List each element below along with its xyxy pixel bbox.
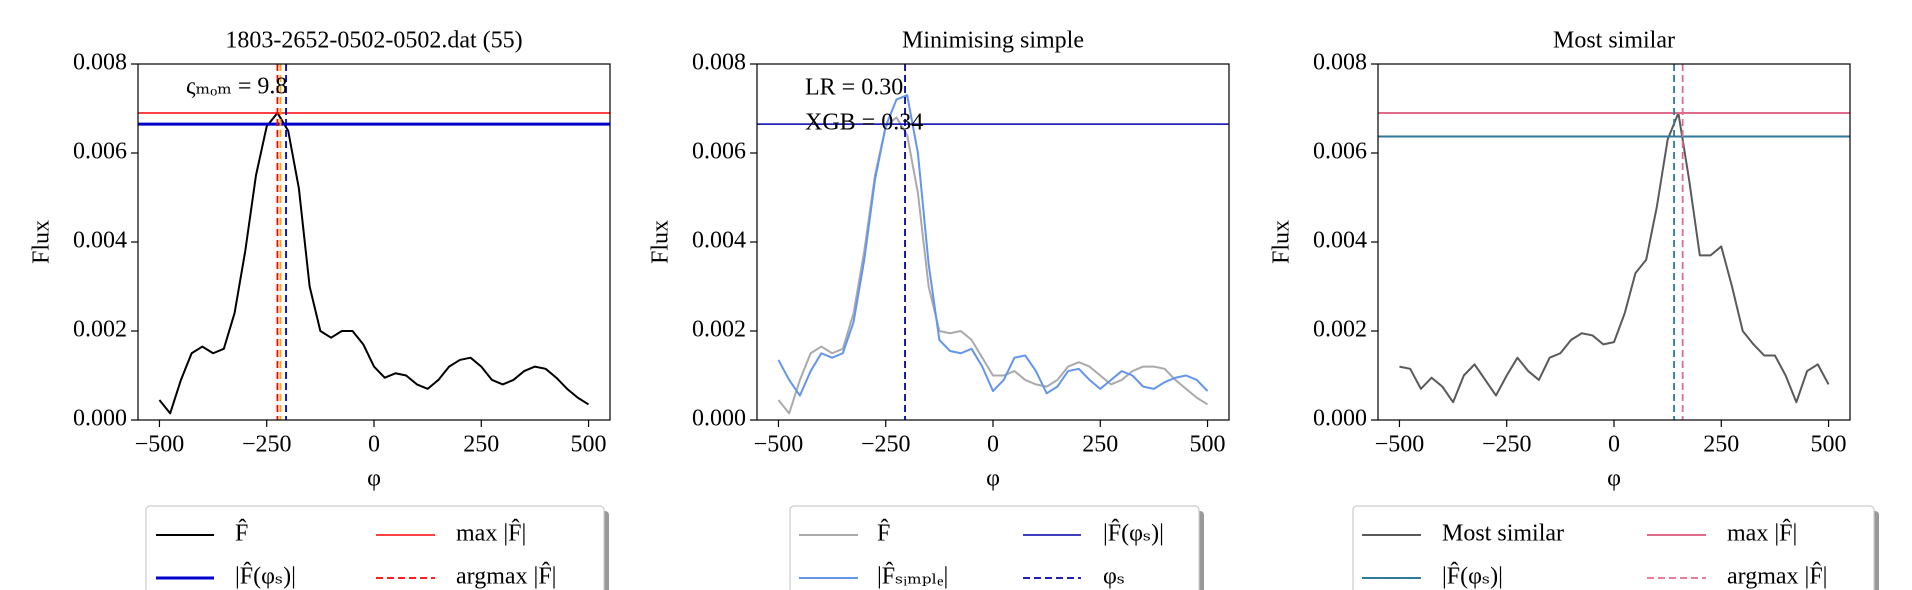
data-line [158, 111, 590, 415]
x-axis-label: φ [367, 466, 381, 492]
y-tick-label: 0.004 [1313, 228, 1367, 254]
axes-frame [1377, 63, 1851, 421]
y-tick-label: 0.006 [692, 139, 746, 165]
legend-label: |F̂(φₛ)| [1442, 562, 1503, 590]
legend-label: φₛ [1103, 564, 1125, 590]
x-tick-label: 0 [1608, 432, 1620, 458]
legend-label: |F̂(φₛ)| [235, 562, 296, 590]
x-tick-label: −250 [242, 432, 292, 458]
legend-label: argmax |F̂| [456, 562, 557, 590]
x-tick-label: 250 [1082, 432, 1118, 458]
x-tick-label: −250 [861, 432, 911, 458]
chart-title: Most similar [1553, 28, 1675, 54]
annotation: ςₘₒₘ = 9.8 [186, 74, 287, 100]
x-tick-label: 250 [463, 432, 499, 458]
y-tick-label: 0.004 [692, 228, 746, 254]
panel: Most similar φ Flux −500 −250 0 250 500 0.000 0.0… [1269, 28, 1879, 590]
data-line [777, 94, 1209, 397]
legend-label: max |F̂| [456, 519, 526, 547]
legend-frame [789, 505, 1200, 590]
panel: 1803-2652-0502-0502.dat (55) φ Flux −500 −25… [29, 28, 611, 590]
x-tick-label: 0 [368, 432, 380, 458]
legend-label: argmax |F̂| [1727, 562, 1828, 590]
y-tick-label: 0.000 [73, 406, 127, 432]
x-tick-label: 250 [1703, 432, 1739, 458]
legend-label: F̂ [877, 519, 890, 547]
y-tick-label: 0.008 [73, 50, 127, 76]
legend-frame [145, 505, 605, 590]
legend-label: |F̂ₛᵢₘₚₗₑ| [877, 562, 948, 590]
annotation: XGB = 0.34 [805, 110, 923, 136]
x-tick-label: −250 [1482, 432, 1532, 458]
y-axis-label: Flux [1269, 220, 1295, 264]
y-axis-label: Flux [29, 220, 55, 264]
data-line [1399, 111, 1830, 404]
x-tick-label: −500 [754, 432, 804, 458]
y-tick-label: 0.006 [1313, 139, 1367, 165]
x-tick-label: 0 [987, 432, 999, 458]
y-tick-label: 0.008 [1313, 50, 1367, 76]
y-tick-label: 0.002 [73, 317, 127, 343]
x-axis-label: φ [1607, 466, 1621, 492]
x-tick-label: −500 [1375, 432, 1425, 458]
axes-frame [137, 63, 611, 421]
data-line [777, 116, 1209, 415]
legend-label: F̂ [235, 519, 248, 547]
legend-frame [1352, 505, 1875, 590]
x-tick-label: 500 [1811, 432, 1847, 458]
y-tick-label: 0.002 [692, 317, 746, 343]
y-axis-label: Flux [648, 220, 674, 264]
x-tick-label: 500 [1190, 432, 1226, 458]
y-tick-label: 0.006 [73, 139, 127, 165]
x-axis-label: φ [986, 466, 1000, 492]
axes-frame [756, 63, 1230, 421]
y-tick-label: 0.008 [692, 50, 746, 76]
plot-area [138, 64, 610, 420]
chart-title: 1803-2652-0502-0502.dat (55) [225, 28, 522, 54]
annotation: LR = 0.30 [805, 75, 903, 101]
y-tick-label: 0.004 [73, 228, 127, 254]
panel: Minimising simple φ Flux −500 −250 0 250 500 0.0… [648, 28, 1230, 590]
plot-area [757, 64, 1229, 420]
legend-label: Most similar [1442, 521, 1564, 547]
y-tick-label: 0.000 [692, 406, 746, 432]
y-tick-label: 0.000 [1313, 406, 1367, 432]
x-tick-label: −500 [135, 432, 185, 458]
legend-label: max |F̂| [1727, 519, 1797, 547]
y-tick-label: 0.002 [1313, 317, 1367, 343]
plot-area [1378, 64, 1850, 420]
legend-label: |F̂(φₛ)| [1103, 519, 1164, 547]
x-tick-label: 500 [571, 432, 607, 458]
chart-title: Minimising simple [902, 28, 1084, 54]
